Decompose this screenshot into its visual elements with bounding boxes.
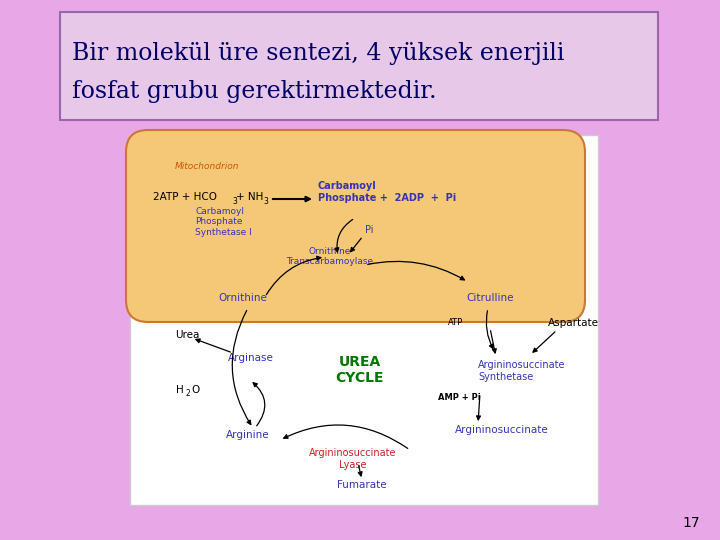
Text: Mitochondrion: Mitochondrion: [175, 162, 240, 171]
Text: 3: 3: [263, 197, 268, 206]
Text: Carbamoyl
Phosphate
Synthetase I: Carbamoyl Phosphate Synthetase I: [195, 207, 252, 237]
Text: 2: 2: [186, 389, 191, 398]
Text: 2ATP + HCO: 2ATP + HCO: [153, 192, 217, 202]
Text: Arginase: Arginase: [228, 353, 274, 363]
Text: Arginine: Arginine: [226, 430, 270, 440]
Text: ATP: ATP: [448, 318, 463, 327]
Text: H: H: [176, 385, 184, 395]
Text: Pi: Pi: [365, 225, 374, 235]
Text: Fumarate: Fumarate: [337, 480, 387, 490]
Text: O: O: [191, 385, 199, 395]
Text: Ornithine
Transcarbamoylase: Ornithine Transcarbamoylase: [287, 247, 374, 266]
Text: fosfat grubu gerektirmektedir.: fosfat grubu gerektirmektedir.: [72, 80, 436, 103]
Text: UREA
CYCLE: UREA CYCLE: [336, 355, 384, 385]
FancyBboxPatch shape: [130, 135, 598, 505]
Text: Urea: Urea: [175, 330, 199, 340]
Text: Argininosuccinate
Lyase: Argininosuccinate Lyase: [310, 448, 397, 470]
Text: Aspartate: Aspartate: [548, 318, 599, 328]
FancyBboxPatch shape: [126, 130, 585, 322]
Text: Bir molekül üre sentezi, 4 yüksek enerjili: Bir molekül üre sentezi, 4 yüksek enerji…: [72, 42, 564, 65]
Text: Citrulline: Citrulline: [467, 293, 514, 303]
Text: Carbamoyl
Phosphate +  2ADP  +  Pi: Carbamoyl Phosphate + 2ADP + Pi: [318, 181, 456, 202]
Text: Argininosuccinate: Argininosuccinate: [455, 425, 549, 435]
Text: Ornithine: Ornithine: [219, 293, 267, 303]
Text: 17: 17: [683, 516, 700, 530]
Text: AMP + Pi: AMP + Pi: [438, 393, 481, 402]
FancyBboxPatch shape: [60, 12, 658, 120]
Text: + NH: + NH: [236, 192, 264, 202]
Text: 3: 3: [232, 197, 237, 206]
Text: Argininosuccinate
Synthetase: Argininosuccinate Synthetase: [478, 360, 565, 382]
